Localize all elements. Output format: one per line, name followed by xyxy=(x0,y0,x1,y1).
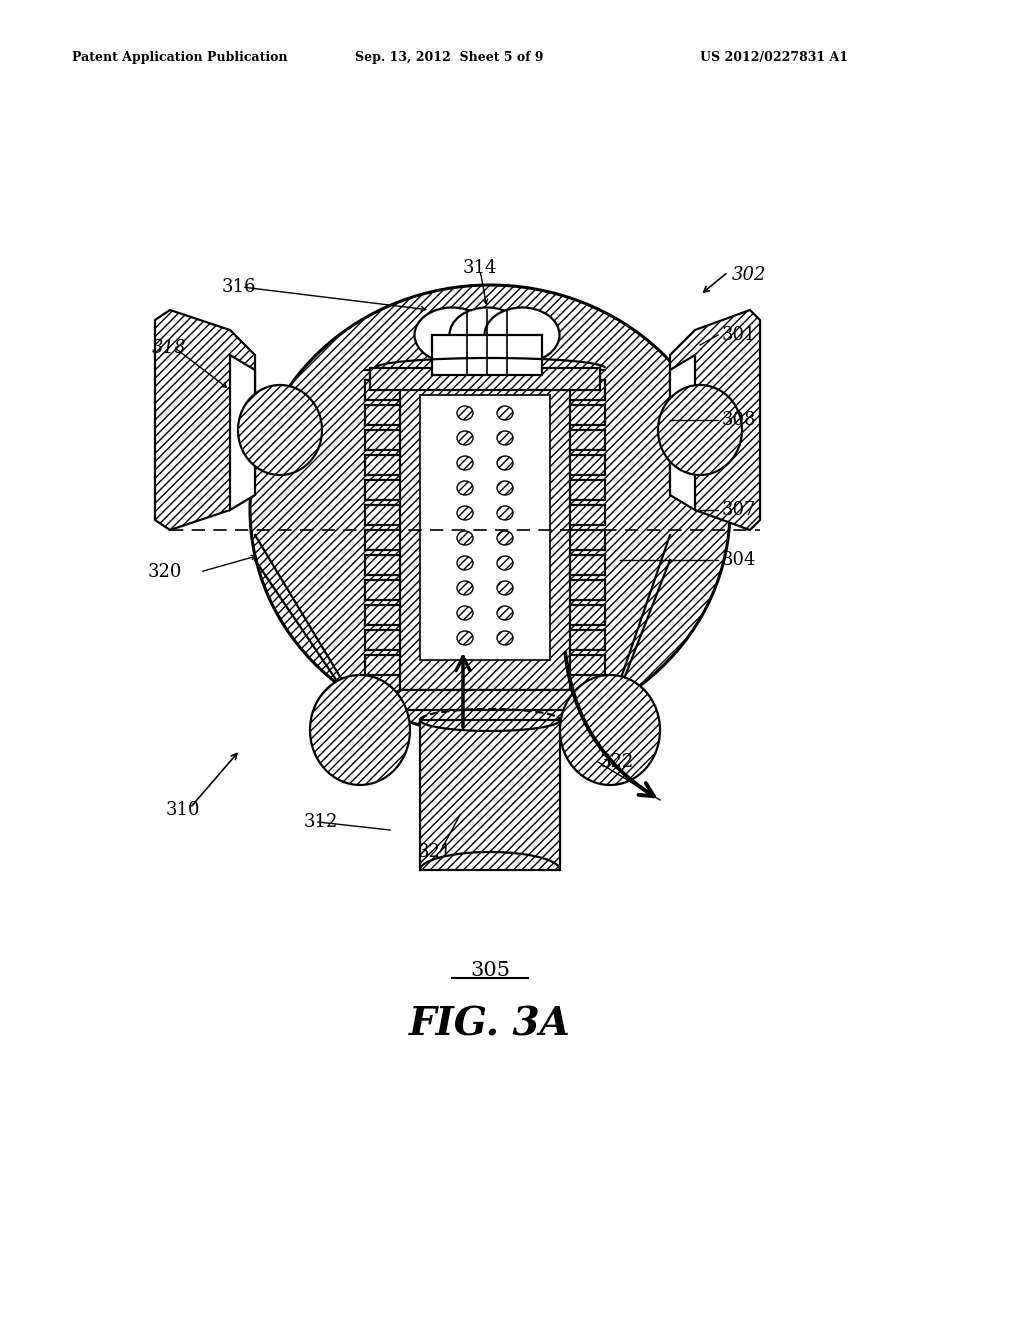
Text: Patent Application Publication: Patent Application Publication xyxy=(72,51,288,65)
Text: US 2012/0227831 A1: US 2012/0227831 A1 xyxy=(700,51,848,65)
Ellipse shape xyxy=(497,480,513,495)
Polygon shape xyxy=(432,335,542,375)
Ellipse shape xyxy=(560,675,660,785)
Text: 321: 321 xyxy=(418,843,453,861)
Ellipse shape xyxy=(457,455,473,470)
FancyArrowPatch shape xyxy=(565,653,654,796)
Ellipse shape xyxy=(497,531,513,545)
Text: 310: 310 xyxy=(166,801,201,818)
Ellipse shape xyxy=(497,506,513,520)
Polygon shape xyxy=(230,355,255,510)
Ellipse shape xyxy=(497,556,513,570)
Text: Sep. 13, 2012  Sheet 5 of 9: Sep. 13, 2012 Sheet 5 of 9 xyxy=(355,51,544,65)
Ellipse shape xyxy=(415,308,489,363)
Ellipse shape xyxy=(457,531,473,545)
Text: 314: 314 xyxy=(463,259,498,277)
Ellipse shape xyxy=(457,631,473,645)
Text: 322: 322 xyxy=(600,752,634,771)
Ellipse shape xyxy=(497,606,513,620)
Ellipse shape xyxy=(457,581,473,595)
Ellipse shape xyxy=(310,675,410,785)
Ellipse shape xyxy=(497,407,513,420)
Text: 302: 302 xyxy=(732,267,767,284)
Text: 307: 307 xyxy=(722,502,757,519)
Ellipse shape xyxy=(238,385,322,475)
Polygon shape xyxy=(400,370,570,690)
Text: 316: 316 xyxy=(222,279,256,296)
Polygon shape xyxy=(420,395,550,660)
Polygon shape xyxy=(420,719,560,870)
Ellipse shape xyxy=(457,556,473,570)
Ellipse shape xyxy=(450,308,524,363)
Text: 308: 308 xyxy=(722,411,757,429)
Text: 312: 312 xyxy=(304,813,338,832)
Text: 304: 304 xyxy=(722,550,757,569)
Ellipse shape xyxy=(497,581,513,595)
Polygon shape xyxy=(360,690,610,710)
Text: 320: 320 xyxy=(148,564,182,581)
Ellipse shape xyxy=(250,285,730,735)
Ellipse shape xyxy=(457,606,473,620)
Ellipse shape xyxy=(457,480,473,495)
Ellipse shape xyxy=(457,506,473,520)
Ellipse shape xyxy=(457,407,473,420)
Ellipse shape xyxy=(658,385,742,475)
Text: 305: 305 xyxy=(470,961,510,979)
Text: 301: 301 xyxy=(722,326,757,345)
Polygon shape xyxy=(155,310,255,531)
Ellipse shape xyxy=(484,308,559,363)
Text: FIG. 3A: FIG. 3A xyxy=(410,1006,570,1044)
Ellipse shape xyxy=(457,432,473,445)
Polygon shape xyxy=(370,368,600,389)
Text: 318: 318 xyxy=(152,339,186,356)
Ellipse shape xyxy=(497,631,513,645)
Polygon shape xyxy=(670,355,695,510)
Ellipse shape xyxy=(497,455,513,470)
Polygon shape xyxy=(670,310,760,531)
Ellipse shape xyxy=(497,432,513,445)
